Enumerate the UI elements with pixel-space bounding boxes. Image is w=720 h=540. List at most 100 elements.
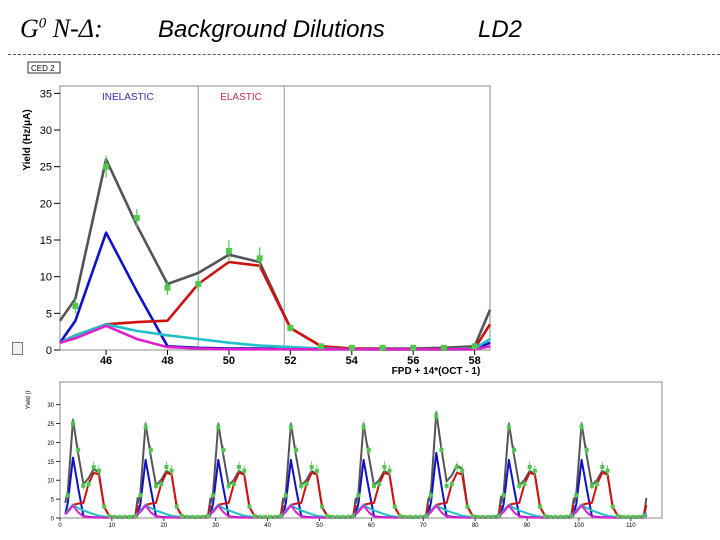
data-point-full [273, 514, 278, 519]
region-label-inelastic: INELASTIC [102, 92, 154, 103]
data-point-full [70, 421, 75, 426]
data-point-full [397, 514, 402, 519]
x-tick-label-full: 0 [58, 523, 62, 529]
data-point-full [81, 483, 86, 488]
data-point-full [278, 514, 283, 519]
data-point-full [439, 448, 444, 452]
data-point-full [174, 504, 179, 509]
data-point-full [532, 468, 537, 473]
x-tick-label: 48 [161, 355, 173, 367]
data-point-full [496, 514, 501, 519]
slide-title-target: LD2 [478, 16, 523, 43]
data-point-full [128, 514, 133, 519]
data-point-full [231, 482, 236, 486]
data-point-full [543, 514, 548, 519]
data-point-full [512, 448, 517, 452]
data-point-full [377, 482, 382, 486]
y-tick-label: 20 [40, 198, 52, 210]
data-point-full [179, 514, 184, 519]
region-label-elastic: ELASTIC [220, 92, 262, 103]
data-point-full [294, 448, 299, 452]
y-tick-label-full: 25 [47, 422, 54, 428]
data-point-full [574, 493, 579, 498]
x-tick-label-full: 40 [264, 523, 271, 529]
data-point-full [610, 504, 615, 509]
x-tick-label-full: 50 [316, 523, 323, 529]
data-point-full [304, 482, 309, 486]
series-line-full-magenta [427, 504, 502, 519]
bullet-marker [12, 342, 23, 355]
x-tick-label-full: 20 [160, 523, 167, 529]
y-axis-label-full: Yield (I [26, 390, 32, 409]
data-point-full [403, 514, 408, 519]
data-point-full [621, 514, 626, 519]
x-tick-label: 46 [100, 355, 112, 367]
data-point-full [205, 514, 210, 519]
y-tick-label: 25 [40, 162, 52, 174]
data-point-full [418, 514, 423, 519]
data-point [318, 343, 325, 350]
data-point-full [538, 504, 543, 509]
data-point-full [122, 514, 127, 519]
x-tick-label: 56 [407, 355, 419, 367]
data-point-full [491, 514, 496, 519]
data-point-full [107, 514, 112, 519]
data-point-full [413, 514, 418, 519]
data-point-full [366, 448, 371, 452]
data-point-full [200, 514, 205, 519]
plot-frame-full [59, 381, 663, 519]
data-point-full [226, 483, 231, 488]
data-point-full [242, 468, 247, 473]
series-line-magenta [59, 324, 491, 351]
data-point-full [641, 514, 646, 519]
y-tick-label: 35 [40, 88, 52, 100]
data-point-full [112, 514, 117, 519]
data-point-full [268, 514, 273, 519]
data-point-full [569, 514, 574, 519]
data-point-full [449, 482, 454, 486]
title-suffix: N-Δ: [46, 14, 103, 43]
y-tick-label-full: 30 [47, 403, 54, 409]
data-point-full [408, 514, 413, 519]
data-point [256, 255, 263, 262]
y-tick-label-full: 20 [47, 441, 54, 447]
data-point-full [553, 514, 558, 519]
y-tick-label: 15 [40, 235, 52, 247]
data-point-full [346, 514, 351, 519]
data-point-full [221, 448, 226, 452]
data-point-full [211, 493, 216, 498]
data-point-full [382, 465, 387, 469]
series-line-full-magenta [137, 504, 211, 519]
x-tick-label-full: 10 [109, 523, 116, 529]
data-point [72, 303, 79, 309]
y-tick-label: 0 [46, 345, 52, 357]
data-point-full [600, 465, 605, 469]
data-point-full [65, 493, 70, 498]
data-point-full [164, 465, 169, 469]
data-point-full [138, 493, 143, 498]
data-point-full [517, 483, 522, 488]
series-line-full-magenta [64, 504, 139, 519]
data-point-full [605, 468, 610, 473]
data-point-full [314, 468, 319, 473]
data-point-full [102, 504, 107, 509]
data-point-full [475, 514, 480, 519]
y-tick-label: 5 [46, 308, 52, 320]
x-tick-label-full: 100 [574, 523, 585, 529]
data-point [440, 344, 447, 351]
data-point-full [86, 482, 91, 486]
data-point-full [589, 483, 594, 488]
series-line-full-magenta [209, 504, 284, 519]
data-point-full [584, 448, 589, 452]
data-point [287, 325, 294, 331]
x-axis-label: FPD + 14*(OCT - 1) [392, 366, 481, 377]
series-line-full-magenta [355, 504, 429, 519]
data-point [471, 343, 478, 350]
y-tick-label-full: 0 [51, 517, 55, 523]
data-point-full [506, 425, 511, 430]
data-point-full [444, 483, 449, 488]
data-point-full [320, 504, 325, 509]
x-tick-label: 58 [469, 355, 481, 367]
